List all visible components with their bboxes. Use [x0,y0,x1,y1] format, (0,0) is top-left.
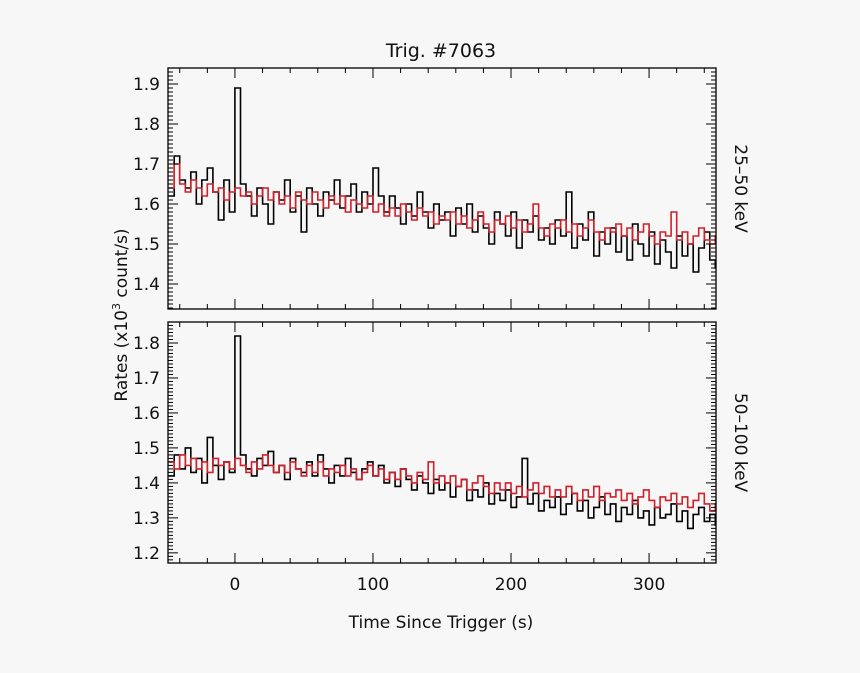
y-tick-label: 1.4 [133,275,160,295]
y-tick-label: 1.7 [133,369,160,389]
x-tick-label: 0 [230,575,241,595]
y-axis-label: Rates (x103 count/s) [110,228,132,401]
y-tick-label: 1.4 [133,474,160,494]
y-tick-label: 1.6 [133,195,160,215]
y-tick-label: 1.5 [133,439,160,459]
chart-title: Trig. #7063 [385,40,496,62]
y-tick-label: 1.8 [133,334,160,354]
series-line-black [168,87,716,273]
y-tick-label: 1.6 [133,404,160,424]
y-tick-label: 1.7 [133,155,160,175]
panel-2: 1.2 1.3 1.4 1.5 1.6 1.7 1.8 50–100 keV [133,321,750,564]
x-tick-label: 300 [633,575,665,595]
y-tick-label: 1.2 [133,544,160,564]
x-tick-label: 200 [495,575,527,595]
y-tick-label: 1.5 [133,235,160,255]
plot-frame [167,321,717,564]
x-axis-label: Time Since Trigger (s) [348,613,534,633]
y-axis-label-pre: Rates (x10 [112,310,132,402]
x-tick-label: 100 [357,575,389,595]
panel-1: 1.4 1.5 1.6 1.7 1.8 1.9 25–50 keV [133,67,750,310]
series-line-red [168,163,716,245]
panel-energy-label: 50–100 keV [730,393,750,493]
y-tick-label: 1.3 [133,509,160,529]
y-axis-label-sup: 3 [110,303,123,310]
y-tick-label: 1.8 [133,115,160,135]
y-axis-label-post: count/s) [112,228,132,303]
plot-frame [167,67,717,310]
series-line-red [168,454,716,512]
y-tick-label: 1.9 [133,75,160,95]
panel-energy-label: 25–50 keV [730,144,750,233]
